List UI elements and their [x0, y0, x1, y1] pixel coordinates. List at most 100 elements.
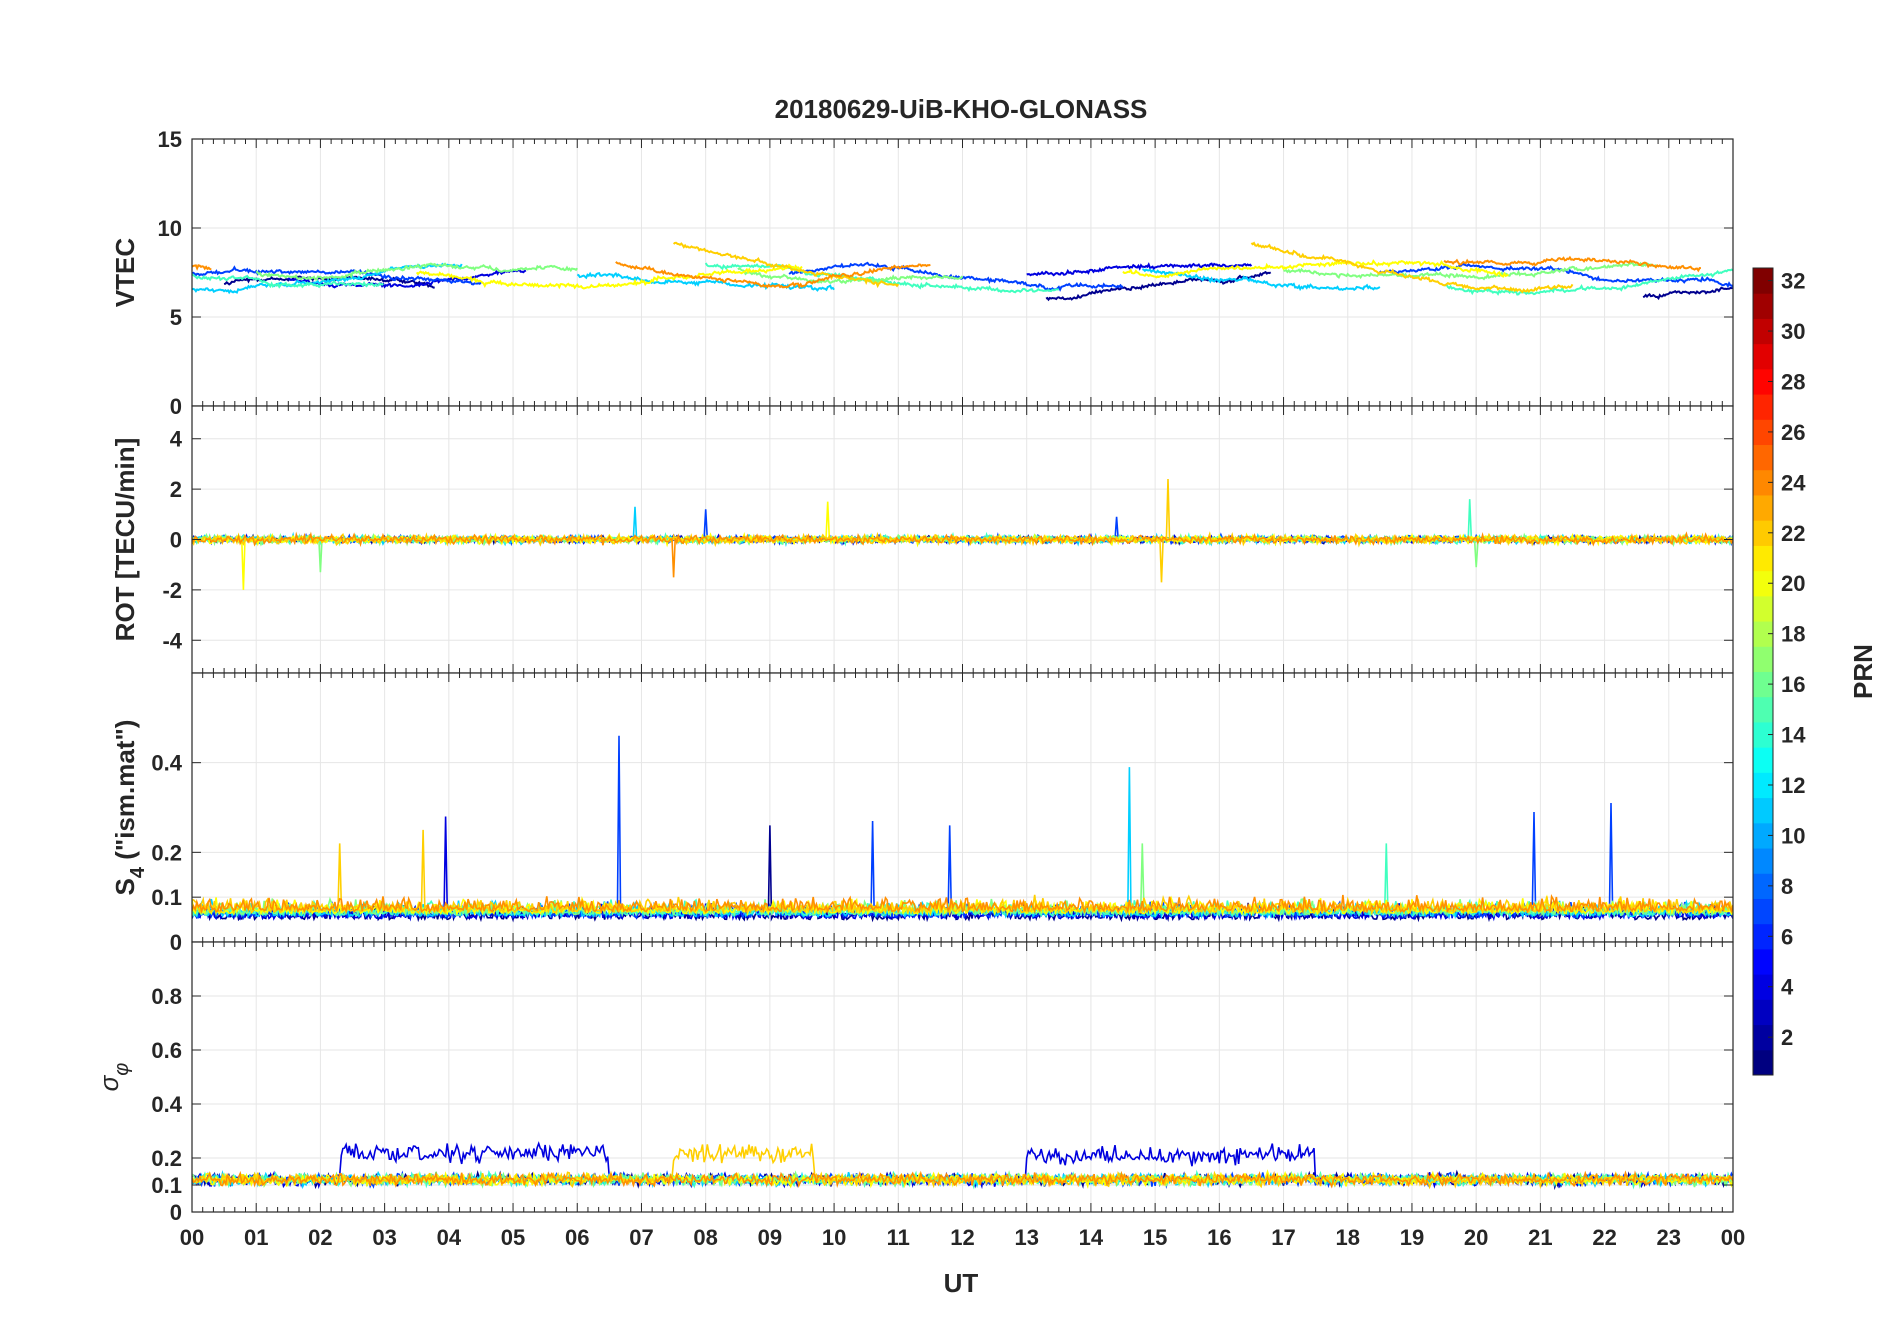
colorbar-swatch	[1753, 419, 1773, 446]
colorbar-swatch	[1753, 570, 1773, 597]
colorbar-tick-label: 2	[1781, 1025, 1793, 1050]
colorbar-tick-label: 10	[1781, 823, 1805, 848]
vtec-series-prn-7	[788, 261, 1124, 292]
x-tick-label: 00	[180, 1225, 204, 1250]
colorbar-frame	[1752, 267, 1774, 1076]
x-tick-label: 23	[1657, 1225, 1681, 1250]
colorbar-swatch	[1753, 545, 1773, 572]
colorbar-tick-label: 14	[1781, 723, 1806, 748]
y-tick-label: 0	[170, 1200, 182, 1225]
colorbar-swatch	[1753, 1049, 1773, 1076]
vtec-series-prn-11	[576, 271, 835, 292]
panel-sigma_phi: 00.10.2 0.4 0.6 0.8 σφ	[94, 941, 1734, 1225]
vtec-series-prn-17	[737, 267, 964, 285]
y-tick-label: 0.4	[151, 751, 182, 776]
panel-s4: 0 0.1 0.2 0.4S4 ("ism.mat")	[110, 672, 1734, 955]
x-tick-label: 13	[1014, 1225, 1038, 1250]
y-tick-label: -2	[162, 578, 182, 603]
y-tick-label: 0.2	[151, 1146, 182, 1171]
colorbar-swatch	[1753, 747, 1773, 773]
colorbar-swatch	[1753, 394, 1773, 420]
vtec-series-prn-15	[192, 273, 384, 289]
panel-vtec: 0 5 10 15 VTEC	[110, 127, 1734, 419]
x-tick-label: 21	[1528, 1225, 1552, 1250]
vtec-series-prn-22	[1250, 241, 1574, 294]
y-tick-label: 0	[170, 930, 182, 955]
colorbar-swatch	[1753, 595, 1773, 622]
x-tick-label: 01	[244, 1225, 268, 1250]
x-tick-label: 15	[1143, 1225, 1167, 1250]
vtec-series-prn-24	[192, 264, 212, 271]
x-tick-label: 07	[629, 1225, 653, 1250]
colorbar-tick-label: 12	[1781, 773, 1805, 798]
x-axis-label: UT	[944, 1268, 979, 1298]
x-tick-label: 08	[693, 1225, 717, 1250]
colorbar-tick-label: 4	[1781, 975, 1794, 1000]
vtec-series-prn-15	[1443, 268, 1733, 296]
colorbar-label: PRN	[1848, 644, 1878, 699]
vtec-series-prn-20	[415, 263, 803, 290]
x-tick-label: 03	[372, 1225, 396, 1250]
y-tick-label: 15	[158, 127, 182, 152]
y-tick-label: 4	[170, 427, 183, 452]
vtec-series-prn-1	[1642, 286, 1733, 301]
x-tick-label: 17	[1271, 1225, 1295, 1250]
y-tick-label: 0.4	[151, 1092, 182, 1117]
colorbar-swatch	[1753, 469, 1773, 496]
vtec-series-prn-1	[1045, 270, 1272, 302]
x-tick-label: 20	[1464, 1225, 1488, 1250]
colorbar-tick-label: 18	[1781, 622, 1805, 647]
colorbar-tick-label: 16	[1781, 672, 1805, 697]
y-tick-label: 2	[170, 477, 182, 502]
vtec-series-prn-7	[192, 265, 482, 286]
data-lines	[192, 1141, 1733, 1191]
colorbar-swatch	[1753, 293, 1773, 319]
y-tick-label: 0.6	[151, 1038, 182, 1063]
y-tick-label: 0.1	[151, 885, 182, 910]
x-tick-label: 11	[887, 1225, 910, 1250]
x-tick-label: 00	[1721, 1225, 1745, 1250]
colorbar-swatch	[1753, 318, 1773, 345]
x-tick-label: 12	[950, 1225, 974, 1250]
colorbar-swatch	[1753, 848, 1773, 874]
colorbar-swatch	[1753, 974, 1773, 1000]
colorbar-tick-label: 22	[1781, 521, 1805, 546]
colorbar-swatch	[1753, 923, 1773, 950]
y-tick-label: 10	[158, 216, 182, 241]
colorbar-swatch	[1753, 948, 1773, 975]
y-axis-label: S4 ("ism.mat")	[110, 720, 149, 896]
colorbar-swatch	[1753, 520, 1773, 546]
x-tick-label: 09	[758, 1225, 782, 1250]
vtec-series-prn-20	[1122, 259, 1509, 279]
colorbar-swatch	[1753, 898, 1773, 925]
colorbar-swatch	[1753, 772, 1773, 799]
data-lines	[192, 241, 1733, 302]
y-axis-label: ROT [TECU/min]	[110, 438, 140, 642]
y-tick-label: 5	[170, 305, 182, 330]
y-axis-label: σφ	[94, 1063, 133, 1092]
x-tick-label: 10	[822, 1225, 846, 1250]
vtec-series-prn-24	[1443, 255, 1701, 273]
x-tick-label: 16	[1207, 1225, 1231, 1250]
vtec-series-prn-24	[615, 261, 931, 289]
colorbar-swatch	[1753, 999, 1773, 1026]
colorbar-swatch	[1753, 696, 1773, 723]
x-tick-label: 02	[308, 1225, 332, 1250]
x-tick-label: 22	[1592, 1225, 1616, 1250]
colorbar-tick-label: 26	[1781, 420, 1805, 445]
colorbar-tick-label: 32	[1781, 269, 1805, 294]
sigma_phi-series-line	[192, 1170, 1733, 1189]
y-tick-label: 0.2	[151, 840, 182, 865]
colorbar-swatch	[1753, 494, 1773, 521]
vtec-series-prn-22	[672, 241, 900, 289]
panel-rot: -4 -2 0 2 4 ROT [TECU/min]	[110, 405, 1734, 674]
x-tick-label: 06	[565, 1225, 589, 1250]
s4-series-line	[192, 894, 1733, 915]
vtec-series-prn-3	[1026, 262, 1253, 277]
x-tick-label: 14	[1079, 1225, 1104, 1250]
colorbar-swatch	[1753, 797, 1773, 824]
y-tick-label: 0	[170, 394, 182, 419]
colorbar-swatch	[1753, 621, 1773, 647]
colorbar-tick-label: 8	[1781, 874, 1793, 899]
